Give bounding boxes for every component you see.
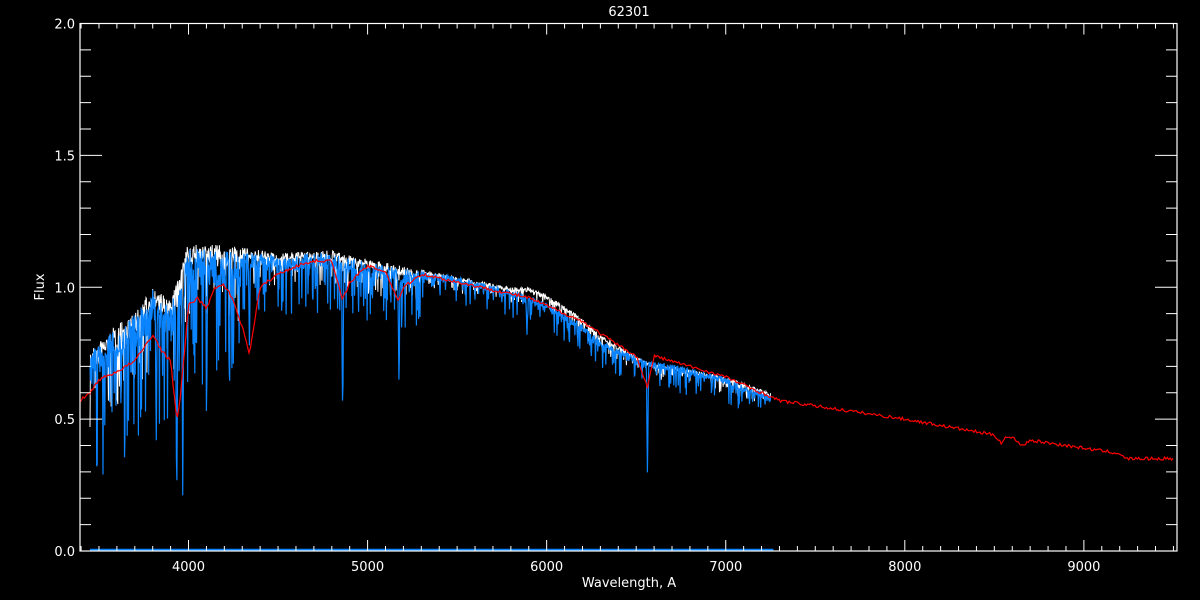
y-tick-label: 0.5 xyxy=(54,413,75,428)
model-line xyxy=(79,258,1174,462)
x-tick-label: 9000 xyxy=(1067,560,1100,575)
x-tick-label: 8000 xyxy=(888,560,921,575)
x-tick-label: 7000 xyxy=(709,560,742,575)
series-2 xyxy=(79,258,1174,462)
series-1 xyxy=(89,249,772,496)
y-tick-label: 1.0 xyxy=(54,281,75,296)
spectrum-line-1 xyxy=(89,249,772,496)
y-tick-label: 1.5 xyxy=(54,149,75,164)
y-tick-label: 2.0 xyxy=(54,18,75,33)
x-tick-label: 4000 xyxy=(172,560,205,575)
x-axis-label: Wavelength, A xyxy=(582,576,676,591)
x-tick-label: 6000 xyxy=(530,560,563,575)
x-tick-label: 5000 xyxy=(351,560,384,575)
plot-area xyxy=(79,244,1174,551)
y-tick-label: 0.0 xyxy=(54,545,75,560)
y-axis-label: Flux xyxy=(33,273,48,300)
axes: 4000 5000 6000 7000 8000 9000 0.0 0.5 1.0 1.5 2.0 xyxy=(54,18,1178,575)
chart-title: 62301 xyxy=(608,5,649,20)
